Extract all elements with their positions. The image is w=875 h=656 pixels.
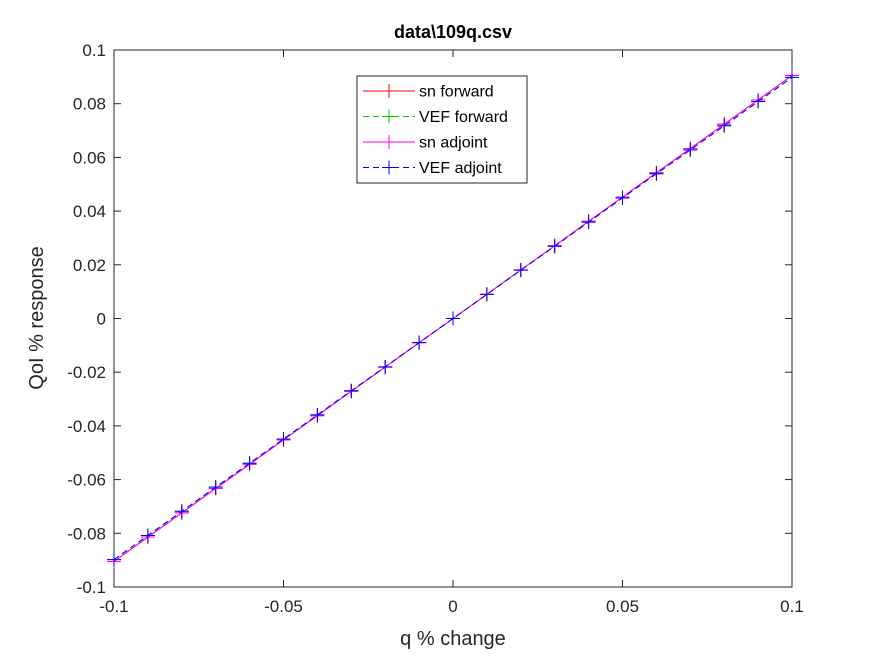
legend-label: sn adjoint [419, 135, 488, 152]
data-point-marker [683, 142, 698, 157]
data-point-marker [412, 335, 427, 350]
x-tick-label: 0.1 [780, 597, 804, 616]
legend-label: sn forward [419, 84, 494, 101]
plot-area [107, 49, 799, 588]
data-point-marker [513, 263, 528, 278]
y-tick-label: 0.1 [82, 41, 106, 60]
data-point-marker [751, 94, 766, 109]
data-point-marker [174, 504, 189, 519]
y-tick-label: 0 [97, 310, 106, 329]
data-point-marker [310, 407, 325, 422]
legend-item: sn adjoint [363, 135, 488, 152]
data-point-marker [446, 311, 460, 326]
legend-box [356, 75, 528, 184]
y-tick-label: -0.06 [67, 471, 106, 490]
y-tick-label: 0.04 [73, 202, 106, 221]
data-point-marker [649, 166, 664, 181]
y-tick-label: 0.08 [73, 95, 106, 114]
data-point-marker [242, 456, 257, 471]
data-point-marker [785, 70, 799, 85]
data-point-marker [208, 480, 223, 495]
y-tick-label: -0.08 [67, 524, 106, 543]
data-point-marker [615, 190, 630, 205]
y-tick-label: 0.02 [73, 256, 106, 275]
chart-title: data\109q.csv [394, 22, 512, 42]
legend-label: VEF forward [419, 109, 508, 126]
y-tick-label: -0.1 [77, 578, 106, 597]
y-axis-label: QoI % response [26, 246, 48, 389]
x-tick-label: -0.05 [264, 597, 303, 616]
y-axis: -0.1 -0.08 -0.06 -0.04 -0.02 0 0.02 0.04 0.06 0.0… [67, 41, 792, 597]
x-axis-label: q % change [400, 628, 506, 650]
legend-marker [382, 84, 396, 98]
data-point-marker [547, 239, 562, 254]
x-tick-label: 0.05 [606, 597, 639, 616]
y-tick-label: -0.02 [67, 363, 106, 382]
legend: sn forward VEF forward sn adjoint VEF adjoi… [356, 75, 528, 184]
data-point-marker [276, 432, 291, 447]
data-point-marker [140, 528, 155, 543]
legend-item: VEF forward [363, 109, 508, 126]
data-point-marker [107, 552, 121, 567]
legend-marker [382, 135, 396, 149]
data-point-marker [717, 118, 732, 133]
legend-marker [382, 109, 396, 124]
legend-marker [382, 160, 396, 175]
legend-label: VEF adjoint [419, 160, 502, 177]
data-point-marker [479, 287, 494, 302]
x-axis: -0.1 -0.05 0 0.05 0.1 [99, 50, 804, 616]
legend-item: VEF adjoint [363, 160, 502, 177]
series-3 [107, 70, 799, 567]
legend-item: sn forward [363, 84, 494, 101]
data-point-marker [344, 383, 359, 398]
x-tick-label: -0.1 [99, 597, 128, 616]
y-tick-label: 0.06 [73, 148, 106, 167]
data-point-marker [581, 215, 596, 230]
x-tick-label: 0 [448, 597, 457, 616]
y-tick-label: -0.04 [67, 417, 106, 436]
data-point-marker [378, 359, 393, 374]
